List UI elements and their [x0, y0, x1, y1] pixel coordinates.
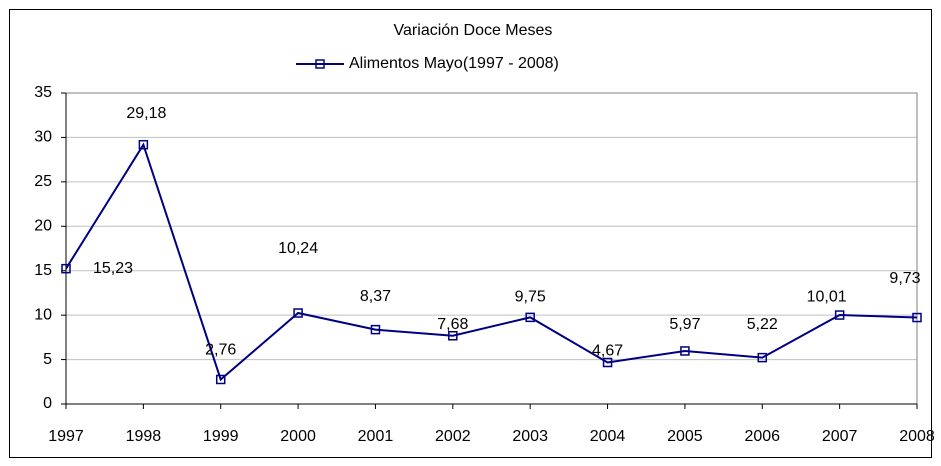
- legend-label: Alimentos Mayo(1997 - 2008): [349, 55, 559, 72]
- marker: [757, 352, 768, 363]
- x-tick-label: 2001: [358, 428, 394, 445]
- marker: [370, 324, 381, 335]
- y-tick-label: 35: [34, 84, 52, 101]
- marker: [293, 308, 303, 318]
- x-tick-label: 2002: [435, 428, 471, 445]
- data-label: 10,24: [278, 240, 318, 257]
- x-tick-label: 2000: [280, 428, 316, 445]
- x-tick-label: 2007: [822, 428, 858, 445]
- x-tick-label: 2006: [744, 428, 780, 445]
- marker: [912, 312, 922, 323]
- chart-title: Variación Doce Meses: [394, 22, 553, 39]
- x-tick-label: 1998: [126, 428, 162, 445]
- data-label: 5,22: [747, 316, 778, 333]
- x-tick-label: 1999: [203, 428, 239, 445]
- x-tick-label: 1997: [48, 428, 84, 445]
- marker: [215, 374, 226, 385]
- x-tick-label: 2003: [512, 428, 548, 445]
- y-tick-label: 15: [34, 262, 52, 279]
- chart-border: [9, 9, 932, 458]
- y-tick-label: 25: [34, 173, 52, 190]
- y-tick-label: 0: [43, 395, 52, 412]
- data-label: 7,68: [437, 316, 468, 333]
- data-label: 29,18: [126, 105, 166, 122]
- legend-marker: [315, 59, 325, 69]
- y-tick-label: 10: [34, 306, 52, 323]
- marker: [834, 310, 845, 320]
- x-tick-label: 2005: [667, 428, 703, 445]
- data-label: 2,76: [205, 342, 236, 359]
- marker: [448, 331, 458, 341]
- data-label: 8,37: [360, 288, 391, 305]
- line: [65, 142, 918, 382]
- marker: [138, 139, 149, 150]
- data-label: 9,75: [515, 289, 546, 306]
- y-tick-label: 20: [34, 218, 52, 235]
- y-tick-label: 30: [34, 129, 52, 146]
- marker: [602, 357, 613, 368]
- data-label: 5,97: [669, 316, 700, 333]
- data-label: 15,23: [93, 260, 133, 277]
- marker: [61, 263, 71, 274]
- marker: [680, 346, 690, 356]
- data-label: 10,01: [807, 288, 847, 305]
- x-tick-label: 2008: [899, 428, 935, 445]
- data-label: 4,67: [592, 343, 623, 360]
- x-tick-label: 2004: [590, 428, 626, 445]
- y-tick-label: 5: [43, 351, 52, 368]
- marker: [525, 312, 535, 323]
- data-label: 9,73: [889, 270, 920, 287]
